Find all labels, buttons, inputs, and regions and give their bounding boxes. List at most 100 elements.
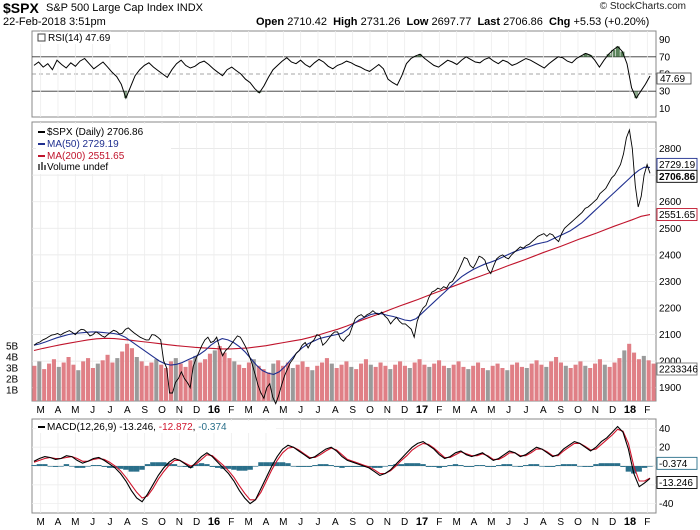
x-tick-label: J [506,405,511,416]
ma200-value-tag: 2551.65 [659,210,696,221]
volume-bar [622,350,627,401]
x-tick-label: M [279,517,287,528]
x-tick-label: O [158,517,166,528]
volume-bar [115,358,120,401]
macd-hist-tag-box [656,456,698,470]
volume-bar [402,365,407,401]
macd-hist-bar [269,462,275,466]
macd-hist-bar [333,466,340,467]
index-name: S&P 500 Large Cap Index INDX [46,2,203,14]
volume-bar [363,359,368,401]
macd-line [33,425,651,505]
volume-bar [129,348,134,401]
x-tick-label: J [90,517,95,528]
x-tick-label: M [452,405,460,416]
macd-hist-bar [177,466,183,467]
x-tick-label: N [592,517,599,528]
price-legend: $SPX (Daily) 2706.86 MA(50) 2729.19 MA(2… [36,124,171,174]
volume-bar [373,366,378,401]
volume-bar [368,364,373,401]
volume-bar [651,363,656,401]
macd-hist-bar [420,464,426,466]
macd-hist-bar [636,466,642,472]
macd-hist-bar [490,466,496,467]
x-tick-label: J [316,405,321,416]
macd-hist-bar [128,466,134,472]
x-tick-label: J [108,517,113,528]
volume-bar [56,366,61,401]
volume-bar [105,354,110,401]
macd-hist-bar [398,464,405,466]
x-tick-label: O [366,517,374,528]
macd-hist-bar [582,466,588,467]
volume-bar [32,365,37,401]
volume-tick-label: 4B [6,353,19,364]
ticker-symbol: $SPX [3,0,39,16]
x-tick-label: J [524,405,529,416]
macd-hist-bar [641,466,648,468]
volume-bar [519,366,524,401]
macd-hist-bar [485,466,491,467]
volume-bar [422,364,427,401]
x-tick-label: N [176,405,183,416]
price-tick-label: 2000 [659,357,682,368]
macd-hist-bar [285,463,291,466]
rsi-tick-label: 70 [659,52,671,63]
macd-x-axis: M A M J J A S O N D 16 F M A M J J A S O N D 17 F M A M J J A S O N D 18 F [36,516,650,528]
macd-hist-bar [63,464,70,466]
x-tick-label: M [487,405,495,416]
macd-hist-bar [571,464,578,466]
volume-bar [583,365,588,401]
volume-bar [646,360,651,401]
x-tick-label: F [644,405,650,416]
volume-legend-label: Volume undef [47,162,108,173]
macd-hist-bar [312,465,318,466]
macd-hist-bar [155,462,161,466]
macd-hist-bar [468,466,475,467]
volume-tick-label: 3B [6,364,19,375]
x-tick-label: N [592,405,599,416]
rsi-overbought-fill [418,54,423,57]
svg-text:MACD(12,26,9) -13.246,: MACD(12,26,9) -13.246, -12.872, -0.374 [47,422,227,433]
x-tick-label: D [193,517,200,528]
rsi-overbought-fill [611,49,616,57]
volume-bar [61,362,66,401]
macd-hist-bar [323,464,329,466]
volume-bar [461,366,466,401]
volume-bar [349,366,354,401]
volume-bar [607,366,612,401]
macd-hist-bar [463,466,469,467]
ma50-line [33,166,651,375]
macd-hist-bar [517,466,524,467]
volume-bar [81,361,86,401]
volume-bar [441,365,446,401]
macd-signal-line [33,428,651,501]
x-tick-label: O [574,517,582,528]
x-tick-label: D [609,517,616,528]
volume-bar [476,362,481,401]
volume-bar [37,361,42,401]
volume-bar [42,369,47,401]
volume-bar [334,368,339,401]
macd-hist-bar [550,466,556,467]
rsi-overbought-fill [606,54,611,57]
volume-bar [568,368,573,401]
volume-bar [154,359,159,401]
macd-hist-bar [496,465,502,466]
volume-bar [539,364,544,401]
macd-hist-bar [371,466,378,468]
x-tick-label: 17 [416,516,428,528]
macd-hist-bar [344,466,351,467]
x-tick-label: O [366,405,374,416]
volume-bar [641,355,646,401]
volume-bar [490,365,495,401]
macd-signal-legend-value: -12.872 [159,422,193,433]
rsi-oversold-fill [634,91,639,99]
macd-hist-bar [301,466,307,467]
volume-bar [295,364,300,401]
macd-hist-bar [393,464,399,466]
volume-bar [480,368,485,401]
macd-hist-bar [112,466,118,468]
macd-hist-bar [198,463,205,466]
x-tick-label: N [176,517,183,528]
